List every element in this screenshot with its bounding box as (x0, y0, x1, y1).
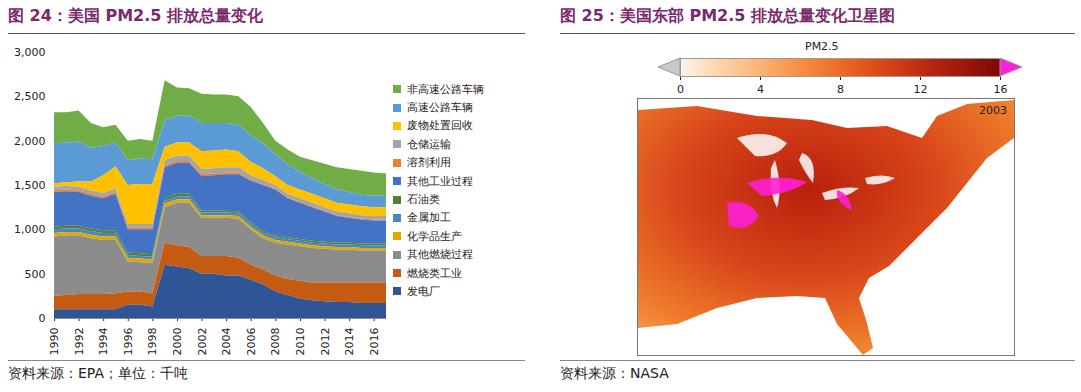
html-text:其他工业过程: 其他工业过程 (407, 174, 473, 188)
svg-text:0: 0 (39, 312, 46, 325)
svg-text:1998: 1998 (146, 328, 159, 356)
html-text:其他燃烧过程: 其他燃烧过程 (407, 248, 473, 262)
svg-text:1,000: 1,000 (14, 223, 46, 236)
svg-text:2003: 2003 (979, 104, 1007, 117)
svg-text:2012: 2012 (319, 328, 332, 356)
html-text:发电厂: 发电厂 (407, 285, 440, 298)
svg-text:1994: 1994 (97, 328, 110, 356)
svg-text:2004: 2004 (220, 328, 233, 356)
svg-text:2002: 2002 (196, 328, 209, 356)
html-text:仓储运输: 仓储运输 (407, 137, 451, 151)
svg-text:1,500: 1,500 (14, 179, 46, 192)
html-text:图 24：美国 PM2.5 排放总量变化: 图 24：美国 PM2.5 排放总量变化 (8, 6, 263, 25)
html-text:资料来源：EPA；单位：千吨: 资料来源：EPA；单位：千吨 (8, 365, 188, 381)
svg-text:16: 16 (994, 83, 1008, 96)
html-text:PM2.5: PM2.5 (805, 40, 839, 53)
html-text:化学品生产: 化学品生产 (407, 229, 462, 243)
svg-text:1996: 1996 (122, 328, 135, 356)
svg-text:500: 500 (25, 268, 46, 281)
html-text:石油类: 石油类 (407, 193, 440, 206)
svg-text:0: 0 (677, 83, 684, 96)
svg-text:2016: 2016 (368, 328, 381, 356)
html-text:图 25：美国东部 PM2.5 排放总量变化卫星图: 图 25：美国东部 PM2.5 排放总量变化卫星图 (560, 6, 895, 25)
svg-text:12: 12 (914, 83, 928, 96)
html-text:高速公路车辆: 高速公路车辆 (407, 101, 473, 115)
svg-text:2014: 2014 (343, 328, 356, 356)
svg-text:4: 4 (757, 83, 764, 96)
svg-text:8: 8 (837, 83, 844, 96)
html-text:金属加工: 金属加工 (407, 211, 451, 225)
svg-text:2000: 2000 (171, 328, 184, 356)
svg-text:2008: 2008 (269, 328, 282, 356)
svg-text:2010: 2010 (294, 328, 307, 356)
html-text:燃烧类工业: 燃烧类工业 (407, 266, 462, 280)
svg-text:1990: 1990 (48, 328, 61, 356)
svg-text:2,500: 2,500 (14, 90, 46, 103)
svg-text:3,000: 3,000 (14, 46, 46, 59)
html-text:废物处置回收: 废物处置回收 (407, 119, 473, 133)
svg-text:1992: 1992 (73, 328, 86, 356)
html-text:溶剂利用: 溶剂利用 (407, 156, 451, 170)
html-text:非高速公路车辆: 非高速公路车辆 (407, 82, 484, 96)
svg-text:2006: 2006 (245, 328, 258, 356)
svg-text:2,000: 2,000 (14, 135, 46, 148)
html-text:资料来源：NASA: 资料来源：NASA (560, 365, 669, 381)
